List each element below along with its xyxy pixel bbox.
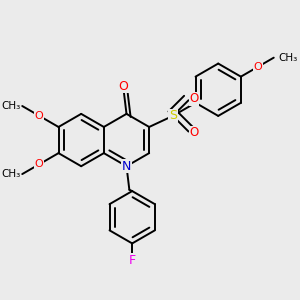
Text: N: N — [122, 160, 131, 173]
Text: O: O — [190, 127, 199, 140]
Text: O: O — [35, 111, 44, 121]
Text: F: F — [129, 254, 136, 267]
Text: O: O — [190, 92, 199, 105]
Text: O: O — [119, 80, 129, 93]
Text: CH₃: CH₃ — [2, 169, 21, 179]
Text: CH₃: CH₃ — [2, 101, 21, 111]
Text: S: S — [169, 110, 177, 122]
Text: O: O — [254, 62, 262, 72]
Text: CH₃: CH₃ — [279, 53, 298, 63]
Text: O: O — [35, 159, 44, 169]
